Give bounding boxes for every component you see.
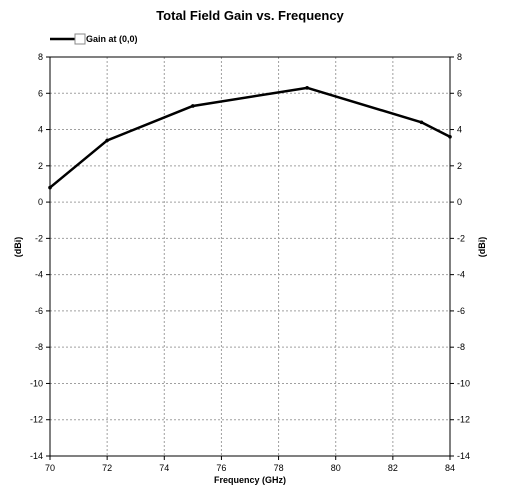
- y-axis-left-title: (dBi): [13, 237, 23, 258]
- y-right-tick-label: 2: [457, 161, 462, 171]
- legend-marker: [74, 33, 86, 45]
- y-right-tick-label: 4: [457, 125, 462, 135]
- y-right-tick-label: -8: [457, 342, 465, 352]
- x-tick-label: 74: [159, 463, 169, 473]
- y-right-tick-label: 8: [457, 52, 462, 62]
- y-left-tick-label: -14: [30, 451, 43, 461]
- y-left-tick-label: -4: [35, 270, 43, 280]
- y-right-tick-label: -12: [457, 415, 470, 425]
- y-right-tick-label: -14: [457, 451, 470, 461]
- x-tick-label: 76: [216, 463, 226, 473]
- legend-entry-label: Gain at (0,0): [86, 34, 138, 44]
- x-tick-label: 80: [331, 463, 341, 473]
- y-left-tick-label: 8: [38, 52, 43, 62]
- data-point: [48, 185, 52, 190]
- series-line: [49, 86, 451, 189]
- y-right-tick-label: -6: [457, 306, 465, 316]
- x-tick-label: 72: [102, 463, 112, 473]
- data-point: [191, 104, 195, 108]
- grid: [50, 57, 450, 456]
- data-point: [305, 86, 309, 90]
- y-axis-right-tick-labels: 8 6 4 2 0 -2 -4 -6 -8 -10 -12 -14: [457, 52, 470, 461]
- y-right-tick-label: 0: [457, 197, 462, 207]
- x-tick-label: 78: [274, 463, 284, 473]
- y-left-tick-label: -6: [35, 306, 43, 316]
- ticks: [46, 56, 454, 460]
- y-left-tick-label: -2: [35, 233, 43, 243]
- y-left-tick-label: -12: [30, 415, 43, 425]
- y-left-tick-label: -8: [35, 342, 43, 352]
- y-right-tick-label: -4: [457, 270, 465, 280]
- y-axis-left-tick-labels: 8 6 4 2 0 -2 -4 -6 -8 -10 -12 -14: [30, 52, 43, 461]
- plot-area: [49, 56, 451, 457]
- y-left-tick-label: -10: [30, 378, 43, 388]
- series-group: [48, 86, 452, 190]
- y-axis-right-title: (dBi): [477, 237, 487, 258]
- legend: Gain at (0,0): [50, 33, 138, 45]
- y-right-tick-label: 6: [457, 88, 462, 98]
- y-left-tick-label: 0: [38, 197, 43, 207]
- data-point: [419, 120, 424, 125]
- y-left-tick-label: 4: [38, 125, 43, 135]
- y-left-tick-label: 6: [38, 88, 43, 98]
- chart-title: Total Field Gain vs. Frequency: [156, 8, 344, 23]
- data-point: [105, 138, 109, 143]
- y-left-tick-label: 2: [38, 161, 43, 171]
- x-tick-label: 84: [445, 463, 455, 473]
- x-axis-tick-labels: 70 72 74 76 78 80 82 84: [45, 463, 455, 473]
- x-tick-label: 82: [388, 463, 398, 473]
- x-tick-label: 70: [45, 463, 55, 473]
- y-right-tick-label: -10: [457, 378, 470, 388]
- y-right-tick-label: -2: [457, 233, 465, 243]
- data-point: [448, 135, 452, 139]
- x-axis-title: Frequency (GHz): [214, 475, 286, 485]
